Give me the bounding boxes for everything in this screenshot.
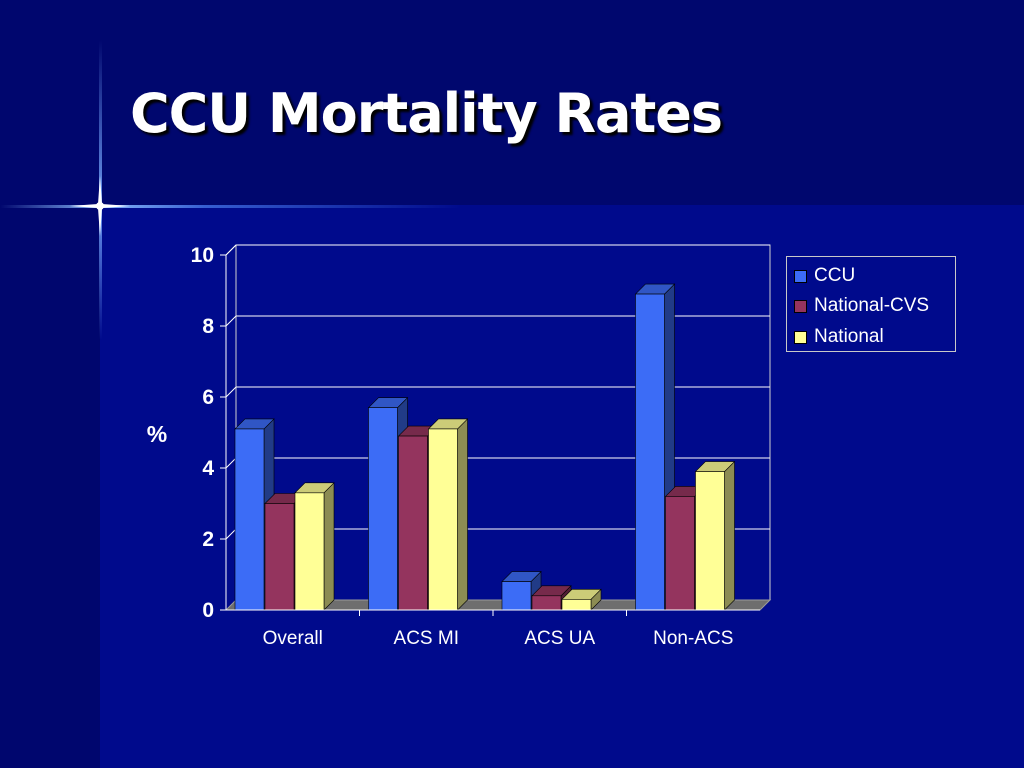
gridline-side bbox=[225, 244, 237, 256]
legend-label-national: National bbox=[814, 326, 884, 347]
legend-swatch-national-cvs bbox=[794, 299, 807, 313]
bar-national-acs-ua bbox=[561, 588, 602, 611]
bar-side-face bbox=[323, 482, 335, 611]
bar-front-face bbox=[398, 435, 428, 611]
y-tick-label: 10 bbox=[191, 244, 214, 267]
bar-front-face bbox=[294, 492, 325, 611]
slide-header-band bbox=[0, 0, 1024, 205]
bar-front-face bbox=[635, 293, 665, 611]
legend-label-national-cvs: National-CVS bbox=[814, 295, 930, 316]
legend-swatch-national bbox=[794, 330, 807, 344]
bar-front-face bbox=[695, 471, 725, 611]
bar-side-face bbox=[724, 460, 735, 611]
bar-ccu-acs-ua bbox=[501, 570, 542, 611]
bar-front-face bbox=[665, 496, 695, 611]
bar-national-overall bbox=[294, 482, 335, 611]
slide-title: CCU Mortality Rates bbox=[130, 82, 723, 145]
bar-national-acs-mi bbox=[427, 418, 469, 611]
bar-front-face bbox=[264, 503, 295, 611]
gridline-side bbox=[225, 528, 237, 540]
legend-item-national-cvs: National-CVS bbox=[794, 295, 929, 317]
y-tick-label: 4 bbox=[202, 457, 214, 480]
x-tick-label: ACS MI bbox=[394, 628, 459, 649]
y-axis-title: % bbox=[147, 421, 167, 447]
legend-item-ccu: CCU bbox=[794, 265, 855, 287]
y-tick-label: 6 bbox=[202, 386, 214, 409]
bar-front-face bbox=[501, 581, 532, 611]
y-tick-label: 0 bbox=[202, 599, 214, 622]
decorative-horizontal-line bbox=[0, 205, 1024, 208]
gridline-side bbox=[225, 315, 237, 327]
bar-front-face bbox=[368, 407, 398, 611]
legend-label-ccu: CCU bbox=[814, 265, 856, 286]
bar-side-face bbox=[457, 418, 468, 611]
bar-front-face bbox=[531, 595, 562, 611]
gridline-side bbox=[225, 386, 237, 398]
legend-item-national: National bbox=[794, 326, 884, 348]
slide-left-band bbox=[0, 0, 100, 768]
sparkle-icon bbox=[70, 176, 130, 236]
x-tick-label: Non-ACS bbox=[653, 628, 733, 649]
y-tick-label: 8 bbox=[202, 315, 214, 338]
bar-front-face bbox=[428, 428, 458, 611]
legend-swatch-ccu bbox=[794, 269, 807, 283]
chart-legend: CCU National-CVS National bbox=[786, 256, 956, 352]
y-tick-label: 2 bbox=[202, 528, 214, 551]
bar-front-face bbox=[234, 428, 265, 611]
x-tick-label: Overall bbox=[263, 628, 323, 649]
x-tick-label: ACS UA bbox=[524, 628, 595, 649]
gridline-side bbox=[225, 457, 237, 469]
bar-national-non-acs bbox=[694, 460, 736, 611]
bar-front-face bbox=[561, 599, 592, 611]
